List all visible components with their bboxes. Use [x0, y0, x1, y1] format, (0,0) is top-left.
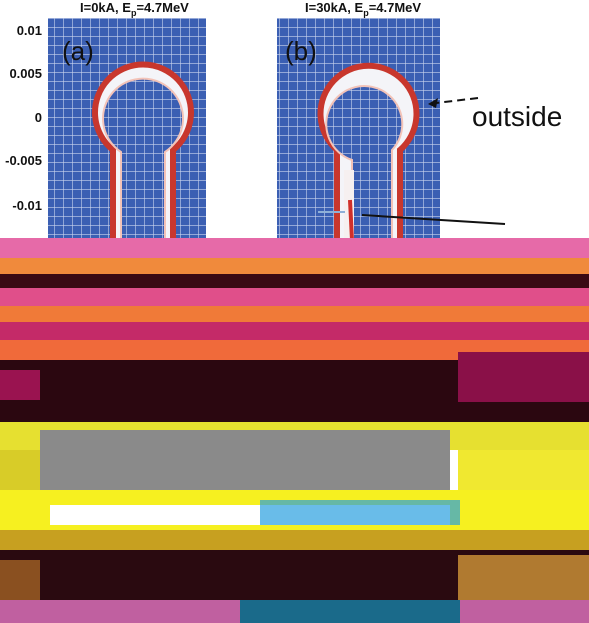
arrow: [361, 214, 506, 225]
panel-label: (b): [285, 36, 317, 66]
panel-label: (a): [62, 36, 94, 66]
y-label: 0: [35, 110, 42, 125]
panel-title: I=0kA, Ep=4.7MeV: [80, 0, 189, 18]
y-label: -0.005: [5, 153, 42, 168]
y-label: 0.005: [9, 66, 42, 81]
panel-b-plot: [277, 18, 440, 241]
y-label: -0.01: [12, 198, 42, 213]
corrupted-region: [0, 238, 589, 623]
panel-title: I=30kA, Ep=4.7MeV: [305, 0, 421, 18]
y-label: 0.01: [17, 23, 42, 38]
panel-a-plot: [48, 18, 206, 240]
annotation: outside: [472, 101, 562, 132]
arrow-head: [428, 98, 438, 108]
